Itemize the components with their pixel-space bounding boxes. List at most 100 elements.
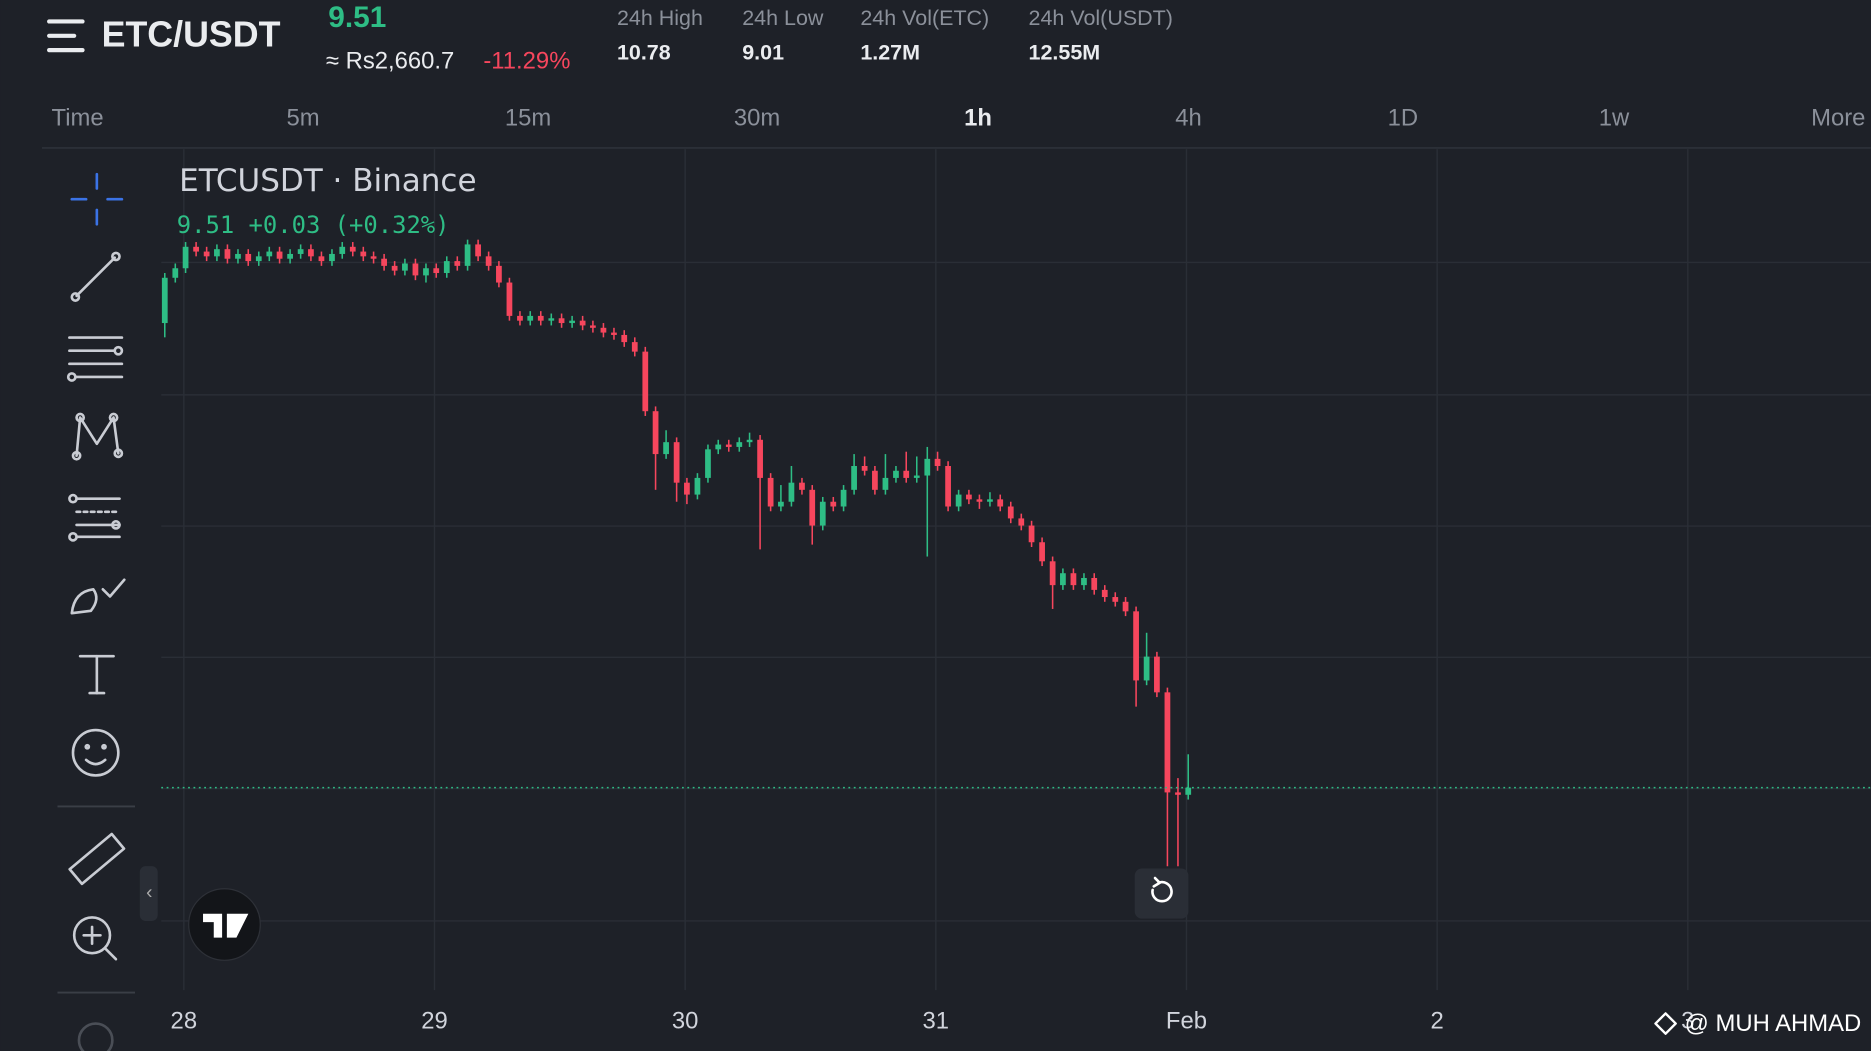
candle-body (830, 501, 837, 507)
candle-body (349, 246, 356, 252)
candle-body (851, 465, 857, 490)
interval-tab[interactable]: 1w (1599, 105, 1630, 132)
candle-body (203, 251, 210, 257)
candle-body (840, 489, 847, 507)
price-change: -11.29% (483, 47, 570, 74)
candle-body (339, 246, 346, 254)
candle-body (997, 499, 1004, 507)
interval-tab[interactable]: Time (52, 105, 104, 132)
crosshair-tool[interactable] (70, 172, 124, 226)
interval-tabs: Time 5m 15m 30m 1h 4h 1D 1w More (52, 105, 1866, 132)
candle-body (161, 277, 168, 324)
candle-body (913, 475, 920, 478)
candle-body (297, 249, 304, 254)
candle-body (631, 342, 638, 352)
candle-body (370, 256, 377, 259)
candle-body (1070, 573, 1077, 586)
candle-body (684, 482, 690, 495)
menu-icon[interactable] (47, 19, 85, 53)
candle-body (443, 261, 450, 274)
brush-tool[interactable] (70, 578, 126, 615)
candle-body (1007, 506, 1014, 519)
interval-tab[interactable]: 30m (734, 105, 780, 132)
candle-body (725, 444, 732, 447)
candle-body (569, 320, 575, 324)
watermark-icon (1654, 1012, 1677, 1035)
candle-body (193, 246, 199, 252)
text-tool[interactable] (78, 654, 115, 695)
interval-tab[interactable]: 15m (505, 105, 551, 132)
candle-body (214, 249, 220, 257)
candle-body (799, 482, 805, 490)
reset-button[interactable] (1134, 868, 1189, 919)
emoji-tool[interactable] (71, 728, 120, 777)
candle-body (663, 442, 669, 455)
stat-label: 24h Vol(USDT) (1029, 6, 1173, 30)
ruler-tool[interactable] (68, 832, 126, 886)
collapse-icon: ‹ (146, 883, 152, 904)
candle-body (705, 449, 711, 478)
candle-body (590, 325, 596, 328)
candle-body (579, 320, 586, 326)
pattern-tool[interactable] (71, 412, 124, 461)
candle-body (391, 265, 398, 271)
zoom-tool[interactable] (72, 916, 118, 961)
interval-tab[interactable]: More (1811, 105, 1865, 132)
candle-body (276, 251, 283, 259)
candle-body (1060, 573, 1066, 586)
collapse-button[interactable] (139, 866, 158, 921)
chart-title: ETCUSDT · Binance (179, 163, 476, 199)
candle-body (433, 268, 440, 274)
candle-body (1185, 787, 1192, 795)
stat-label: 24h High (617, 6, 703, 30)
candle-body (1122, 601, 1129, 612)
symbol: ETC/USDT (102, 14, 281, 54)
watermark: @ MUH AHMAD (1685, 1010, 1862, 1037)
candle-body (485, 256, 492, 266)
candle-body (1175, 792, 1181, 795)
line-tool[interactable] (70, 251, 121, 302)
x-tick-label: 3 (1681, 1008, 1694, 1035)
plot-area: 28 29 30 31 Feb 2 3 (161, 149, 1871, 1035)
last-price: 9.51 (328, 1, 386, 34)
interval-tab[interactable]: 1D (1388, 105, 1418, 132)
stat-label: 24h Low (742, 6, 824, 30)
candle-body (1081, 577, 1087, 586)
candle-body (1143, 656, 1150, 681)
stat-label: 24h Vol(ETC) (860, 6, 989, 30)
candle-body (464, 244, 471, 266)
candle-body (788, 482, 795, 502)
candle-body (266, 251, 273, 257)
interval-tab[interactable]: 4h (1175, 105, 1202, 132)
candle-body (1091, 577, 1098, 590)
candle-body (611, 332, 617, 335)
x-tick-label: 29 (421, 1008, 448, 1035)
candle-body (955, 494, 962, 507)
candle-body (537, 315, 544, 321)
candle-body (558, 318, 565, 324)
candle-body (360, 251, 367, 257)
candle-body (172, 268, 179, 278)
more-tool[interactable] (77, 1022, 114, 1051)
candle-body (1028, 525, 1035, 543)
candle-body (861, 465, 868, 471)
candle-body (245, 253, 252, 262)
interval-tab[interactable]: 1h (964, 105, 992, 132)
stat-value: 9.01 (742, 40, 784, 64)
stat-value: 12.55M (1029, 40, 1101, 64)
tradingview-logo[interactable] (188, 888, 261, 961)
candle-body (600, 327, 607, 333)
candle-body (506, 282, 513, 316)
parallel-lines-tool[interactable] (66, 336, 124, 382)
candle-body (1101, 589, 1108, 598)
candle-body (872, 470, 878, 490)
candle-body (757, 439, 763, 478)
candle-body (1112, 597, 1119, 602)
interval-tab[interactable]: 5m (287, 105, 320, 132)
candle-body (621, 334, 628, 343)
fib-tool[interactable] (68, 493, 121, 542)
fiat-price: ≈ Rs2,660.7 (326, 47, 454, 74)
candle-body (809, 489, 816, 526)
candle-body (318, 256, 325, 262)
